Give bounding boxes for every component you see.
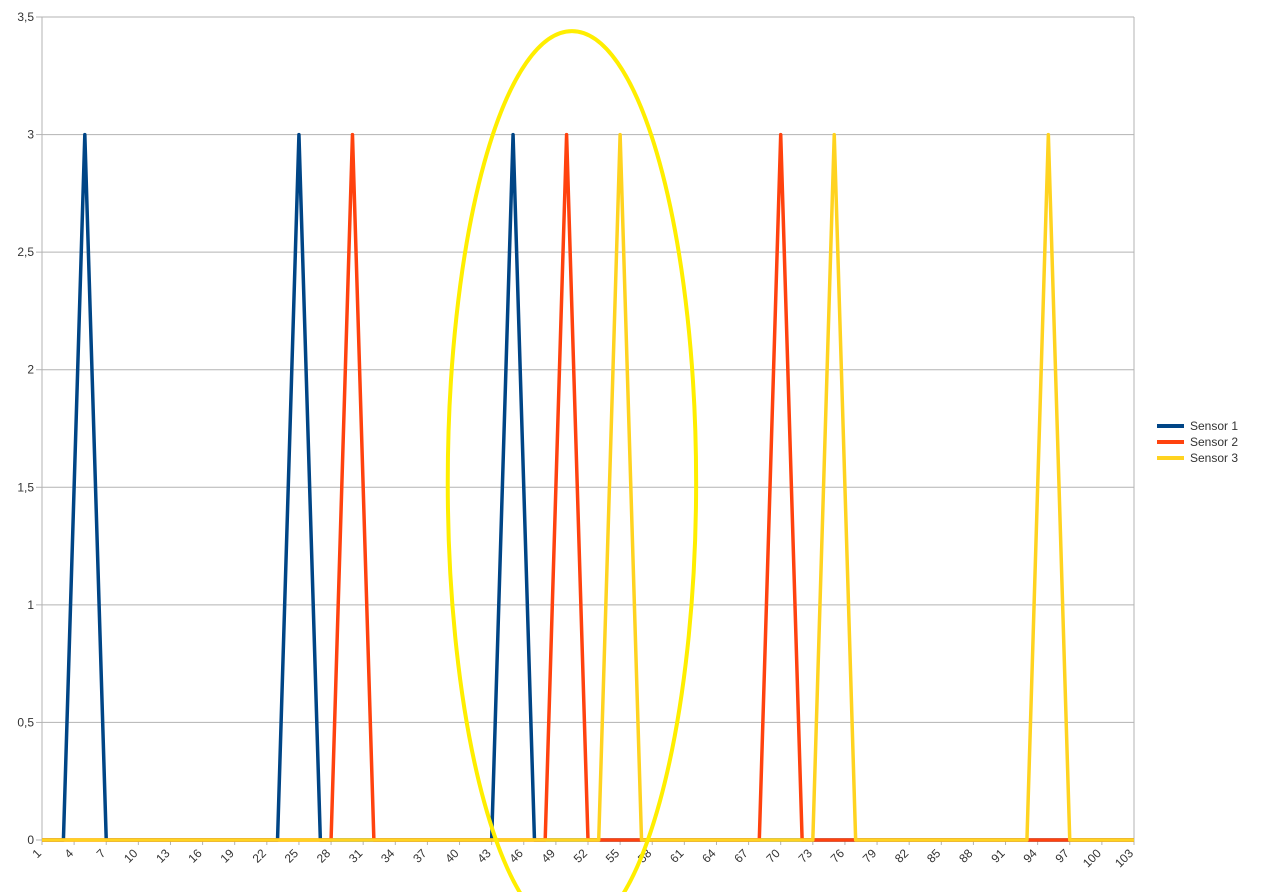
x-tick-label: 13 <box>153 846 173 866</box>
y-tick-label: 3,5 <box>17 10 34 24</box>
y-tick-label: 1,5 <box>17 480 34 494</box>
legend-label: Sensor 1 <box>1190 419 1238 433</box>
x-tick-label: 100 <box>1080 846 1104 870</box>
y-tick-label: 2,5 <box>17 245 34 259</box>
y-tick-label: 1 <box>27 598 34 612</box>
legend: Sensor 1 Sensor 2 Sensor 3 <box>1157 419 1238 465</box>
gridlines <box>42 16 1135 841</box>
legend-label: Sensor 2 <box>1190 435 1238 449</box>
y-tick-label: 3 <box>27 128 34 142</box>
x-tick-label: 28 <box>314 846 334 866</box>
x-tick-label: 64 <box>699 846 719 866</box>
x-tick-label: 49 <box>539 846 559 866</box>
legend-label: Sensor 3 <box>1190 451 1238 465</box>
x-tick-label: 31 <box>346 846 366 866</box>
x-tick-label: 43 <box>474 846 494 866</box>
x-tick-label: 52 <box>571 846 591 866</box>
series-line <box>42 132 1134 842</box>
x-tick-label: 82 <box>892 846 912 866</box>
x-tick-label: 10 <box>121 846 141 866</box>
x-tick-label: 103 <box>1112 846 1136 870</box>
x-tick-label: 40 <box>442 846 462 866</box>
x-tick-label: 91 <box>988 846 1008 866</box>
x-tick-label: 67 <box>731 846 751 866</box>
highlight-ellipse <box>445 29 699 892</box>
x-tick-label: 19 <box>217 846 237 866</box>
x-tick-label: 7 <box>94 846 109 861</box>
x-tick-label: 97 <box>1053 846 1073 866</box>
series-line <box>42 132 1134 842</box>
x-tick-label: 37 <box>410 846 430 866</box>
x-tick-label: 34 <box>378 846 398 866</box>
x-tick-label: 94 <box>1020 846 1040 866</box>
x-tick-label: 76 <box>828 846 848 866</box>
x-tick-label: 73 <box>796 846 816 866</box>
x-tick-label: 88 <box>956 846 976 866</box>
highlight-annotation <box>445 29 699 892</box>
y-axis: 0 0,5 1 1,5 2 2,5 3 3,5 <box>17 10 43 847</box>
x-axis: 1 4 7 10 13 16 19 22 25 28 31 34 37 40 43 46 49 52 55 58 61 6… <box>29 840 1136 870</box>
series-line <box>42 132 1134 842</box>
series-lines <box>42 132 1134 842</box>
x-tick-label: 55 <box>603 846 623 866</box>
x-tick-label: 16 <box>185 846 205 866</box>
x-tick-label: 79 <box>860 846 880 866</box>
x-tick-label: 85 <box>924 846 944 866</box>
x-tick-label: 61 <box>667 846 687 866</box>
x-tick-label: 22 <box>250 846 270 866</box>
y-tick-label: 0 <box>27 833 34 847</box>
x-tick-label: 46 <box>507 846 527 866</box>
x-tick-label: 25 <box>282 846 302 866</box>
x-tick-label: 4 <box>62 846 77 861</box>
y-tick-label: 0,5 <box>17 715 34 729</box>
x-tick-label: 70 <box>763 846 783 866</box>
y-tick-label: 2 <box>27 363 34 377</box>
x-tick-label: 1 <box>29 846 44 861</box>
